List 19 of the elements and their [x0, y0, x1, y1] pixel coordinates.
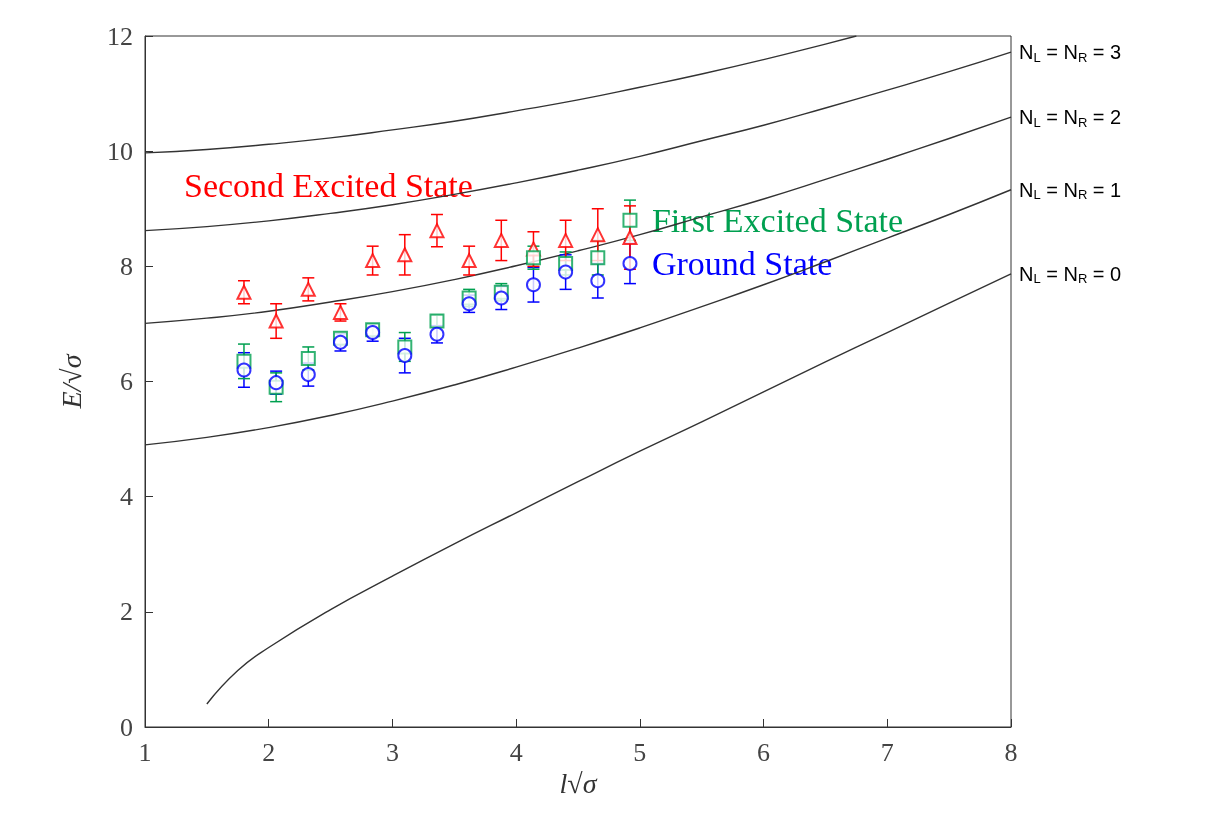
x-tick-label: 6: [757, 737, 771, 767]
x-tick-label: 7: [880, 737, 894, 767]
x-tick-label: 8: [1004, 737, 1018, 767]
y-tick-label: 8: [120, 251, 133, 281]
y-tick-label: 2: [120, 597, 133, 627]
y-tick-label: 6: [120, 367, 133, 396]
series-label: Second Excited State: [183, 167, 473, 205]
y-tick-label: 12: [107, 21, 133, 51]
series-label: Ground State: [651, 244, 833, 282]
x-tick-label: 4: [509, 737, 523, 767]
y-tick-label: 10: [107, 136, 133, 166]
y-tick-label: 0: [120, 712, 133, 742]
x-tick-label: 1: [138, 737, 152, 767]
y-tick-label: 4: [120, 482, 133, 512]
y-axis-title: E/√σ: [55, 353, 87, 410]
x-tick-label: 5: [633, 737, 647, 767]
x-tick-label: 3: [385, 737, 399, 767]
x-tick-label: 2: [262, 737, 276, 767]
x-axis-title: l√σ: [559, 768, 598, 800]
